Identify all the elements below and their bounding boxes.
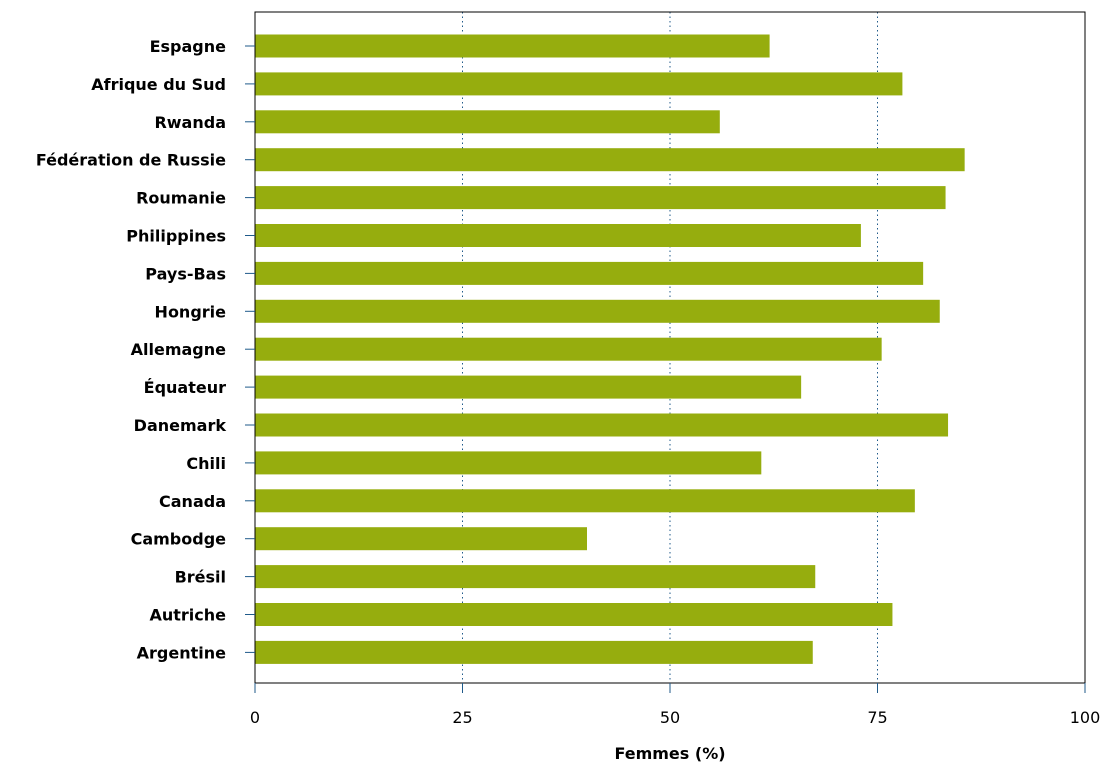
bar (255, 186, 946, 210)
bar (255, 565, 816, 589)
bar (255, 451, 762, 475)
category-label: Roumanie (136, 189, 226, 208)
category-label: Espagne (150, 37, 227, 56)
category-label: Afrique du Sud (91, 75, 226, 94)
bar (255, 72, 903, 96)
x-tick-label: 100 (1070, 708, 1101, 727)
bar (255, 34, 770, 58)
x-tick-label: 50 (660, 708, 680, 727)
category-label: Fédération de Russie (36, 151, 226, 170)
category-label: Pays-Bas (145, 264, 226, 283)
category-label: Philippines (126, 227, 226, 246)
bar (255, 261, 924, 285)
x-tick-label: 75 (867, 708, 887, 727)
bar (255, 413, 949, 437)
category-label: Rwanda (154, 113, 226, 132)
bar (255, 489, 915, 513)
y-axis: Espagne Afrique du Sud Rwanda Fédération de… (36, 37, 255, 662)
category-label: Chili (186, 454, 226, 473)
bar (255, 148, 965, 172)
category-label: Canada (159, 492, 226, 511)
x-tick-label: 0 (250, 708, 260, 727)
category-label: Allemagne (131, 340, 227, 359)
bar (255, 224, 861, 247)
bar (255, 299, 940, 323)
category-label: Hongrie (155, 302, 227, 321)
bar (255, 640, 813, 664)
bar (255, 337, 882, 361)
category-label: Équateur (144, 378, 226, 397)
category-label: Autriche (149, 606, 226, 625)
category-label: Cambodge (131, 530, 227, 549)
bar (255, 527, 587, 551)
bar (255, 603, 893, 626)
category-label: Danemark (134, 416, 227, 435)
bar (255, 110, 720, 134)
category-label: Brésil (175, 568, 226, 587)
x-tick-label: 25 (452, 708, 472, 727)
bar (255, 375, 802, 399)
bars (255, 34, 965, 664)
category-label: Argentine (137, 643, 226, 662)
x-axis: 0 25 50 75 100 (250, 683, 1100, 727)
x-axis-title: Femmes (%) (614, 744, 725, 763)
